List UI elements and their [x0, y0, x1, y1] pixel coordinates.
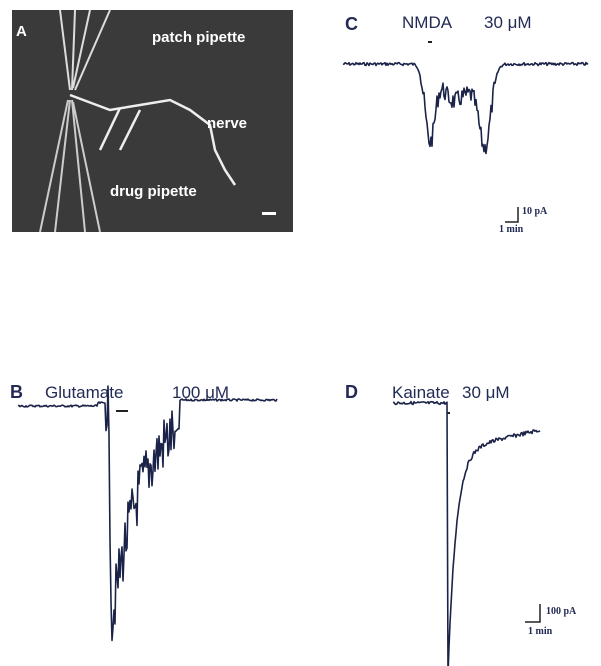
figure: A patch pipette nerve drug pipette C NMD…: [0, 0, 601, 666]
concentration: 30 μM: [484, 13, 532, 32]
scale-label: 1 min: [528, 626, 553, 637]
panel-label: A: [16, 23, 27, 40]
panel-c: C NMDA 30 μM 10 pA 1 min: [343, 13, 588, 235]
annotation: drug pipette: [110, 183, 197, 200]
annotation: nerve: [207, 115, 247, 132]
scale-bar: [505, 207, 518, 222]
scale-bar: [262, 212, 276, 215]
panel-d: D Kainate 30 μM 100 pA 1 min: [345, 382, 577, 666]
panel-label: C: [345, 14, 358, 34]
scale-bar: [525, 604, 540, 622]
panel-label: B: [10, 382, 23, 402]
scale-label: 10 pA: [522, 206, 548, 217]
drug-name: NMDA: [402, 13, 453, 32]
trace: [393, 402, 540, 666]
scale-label: 100 pA: [546, 606, 577, 617]
panel-b: B Glutamate 100 μM: [10, 382, 277, 640]
annotation: patch pipette: [152, 29, 245, 46]
concentration: 30 μM: [462, 383, 510, 402]
drug-name: Glutamate: [45, 383, 123, 402]
trace: [343, 63, 588, 154]
scale-label: 1 min: [499, 224, 524, 235]
panel-a: A patch pipette nerve drug pipette: [12, 10, 293, 232]
panel-label: D: [345, 382, 358, 402]
drug-name: Kainate: [392, 383, 450, 402]
trace: [18, 386, 277, 640]
